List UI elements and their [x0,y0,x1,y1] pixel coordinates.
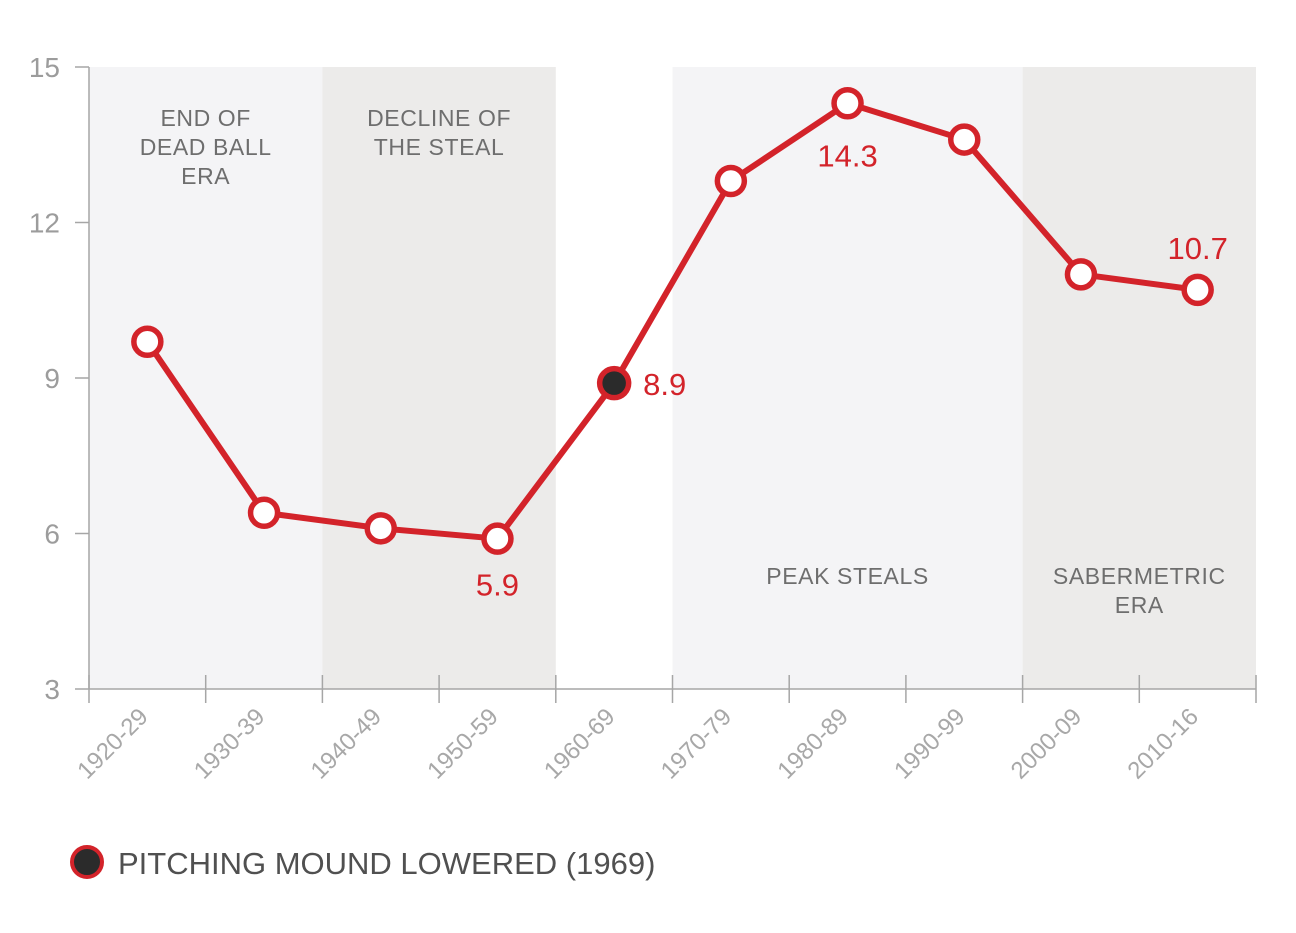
y-axis: 3 6 9 12 15 [29,52,90,705]
era-label-decline-of-the-steal-line-2: THE STEAL [374,134,505,160]
series-line [144,100,1201,542]
era-labels: END OF DEAD BALL ERA DECLINE OF THE STEAL PEA… [140,105,1226,618]
data-point-2010-16 [1181,273,1214,307]
y-tick-label-9: 9 [44,363,60,394]
data-label-2010-16: 10.7 [1167,231,1227,266]
legend-label: PITCHING MOUND LOWERED (1969) [118,846,655,881]
legend-marker-highlight [70,845,104,879]
x-tick-label-1930-39: 1930-39 [189,703,270,784]
data-point-1920-29 [131,325,164,358]
x-tick-label-2000-09: 2000-09 [1006,703,1087,784]
x-tick-label-1970-79: 1970-79 [656,703,737,784]
data-label-1960-69: 8.9 [643,367,686,402]
data-point-1970-79 [714,164,748,198]
era-band-decline-of-the-steal [322,67,556,689]
data-label-1950-59: 5.9 [476,568,519,603]
data-point-1990-99 [948,123,981,156]
data-point-1960-69 [596,365,632,401]
data-point-1950-59 [481,522,514,555]
series-stolen-bases [131,87,1214,555]
era-label-end-of-dead-ball-era-line-1: END OF [160,105,251,131]
era-band-end-of-dead-ball-era [89,67,323,689]
data-labels: 5.9 8.9 14.3 10.7 [476,138,1228,602]
y-tick-label-3: 3 [44,674,60,705]
era-label-decline-of-the-steal-line-1: DECLINE OF [367,105,511,131]
data-point-1980-89 [831,87,864,120]
era-label-end-of-dead-ball-era-line-3: ERA [181,163,230,189]
x-tick-label-1940-49: 1940-49 [306,703,387,784]
x-tick-label-1980-89: 1980-89 [772,703,853,784]
era-band-sabermetric-era [1022,67,1256,689]
era-label-end-of-dead-ball-era-line-2: DEAD BALL [140,134,272,160]
x-tick-label-1920-29: 1920-29 [72,703,153,784]
data-point-1930-39 [247,496,281,530]
x-tick-label-1950-59: 1950-59 [422,703,503,784]
x-tick-label-1960-69: 1960-69 [539,703,620,784]
data-point-1940-49 [364,512,397,545]
legend: PITCHING MOUND LOWERED (1969) [70,845,655,881]
era-label-peak-steals-line-1: PEAK STEALS [766,563,929,589]
y-tick-label-12: 12 [29,208,60,239]
y-tick-label-15: 15 [29,52,60,83]
y-tick-label-6: 6 [44,519,60,550]
x-tick-label-1990-99: 1990-99 [889,703,970,784]
x-tick-label-2010-16: 2010-16 [1123,703,1204,784]
x-axis: 1920-29 1930-39 1940-49 1950-59 1960-69 1970-… [72,675,1257,785]
era-label-sabermetric-era-line-2: ERA [1115,592,1164,618]
data-point-2000-09 [1064,258,1098,291]
era-label-sabermetric-era-line-1: SABERMETRIC [1053,563,1226,589]
data-label-1980-89: 14.3 [817,138,877,173]
